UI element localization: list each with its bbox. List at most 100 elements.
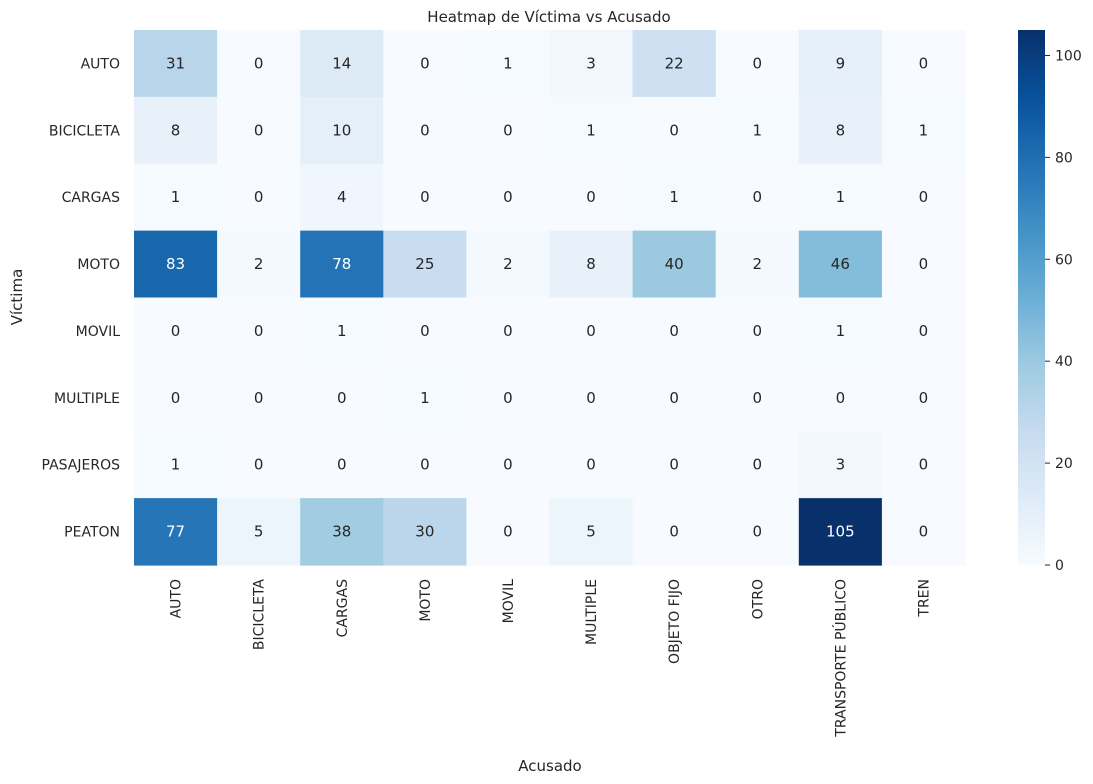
heatmap-cell — [383, 498, 467, 566]
heatmap-cell — [217, 163, 301, 232]
cell-value-label: 0 — [586, 188, 596, 206]
cell-value-label: 0 — [752, 389, 762, 407]
cell-value-label: 0 — [503, 523, 513, 541]
heatmap-cell — [134, 30, 218, 98]
cell-value-label: 0 — [254, 188, 264, 206]
heatmap-cell — [549, 498, 634, 566]
colorbar-tick-label: 40 — [1055, 354, 1073, 370]
heatmap-cell — [466, 498, 551, 566]
cell-value-label: 4 — [337, 188, 347, 206]
colorbar-tick-label: 0 — [1055, 558, 1064, 574]
heatmap-cell — [134, 163, 218, 232]
x-tick-label: CARGAS — [335, 579, 351, 638]
heatmap-cell — [300, 230, 384, 299]
heatmap-cell — [881, 431, 966, 499]
cell-value-label: 0 — [752, 456, 762, 474]
x-tick-label: MOVIL — [501, 579, 517, 624]
heatmap-cell — [134, 364, 218, 432]
heatmap-cell — [134, 431, 218, 499]
heatmap-cell — [715, 431, 800, 499]
cell-value-label: 0 — [254, 54, 264, 72]
cell-value-label: 0 — [586, 389, 596, 407]
cell-value-label: 0 — [420, 322, 430, 340]
cell-value-label: 0 — [420, 54, 430, 72]
cell-value-label: 0 — [919, 255, 929, 273]
cell-value-label: 3 — [586, 54, 596, 72]
heatmap-cell — [134, 96, 218, 165]
cell-value-label: 1 — [836, 188, 846, 206]
cell-value-label: 0 — [919, 389, 929, 407]
cell-value-label: 0 — [254, 121, 264, 139]
heatmap-cell — [715, 96, 800, 165]
y-tick-label: PEATON — [64, 525, 120, 541]
cell-value-label: 77 — [166, 523, 185, 541]
cell-value-label: 25 — [415, 255, 434, 273]
heatmap-cell — [383, 30, 467, 98]
heatmap-cell — [881, 364, 966, 432]
cell-value-label: 0 — [836, 389, 846, 407]
heatmap-cell — [798, 30, 883, 98]
chart-title: Heatmap de Víctima vs Acusado — [427, 8, 670, 26]
cell-value-label: 78 — [332, 255, 351, 273]
cell-value-label: 5 — [586, 523, 596, 541]
cell-value-label: 22 — [665, 54, 684, 72]
cell-value-label: 1 — [420, 389, 430, 407]
heatmap-cell — [549, 30, 634, 98]
cell-value-label: 0 — [919, 188, 929, 206]
heatmap-cell — [217, 498, 301, 566]
heatmap-cell — [134, 297, 218, 365]
colorbar-tick-label: 100 — [1055, 48, 1082, 64]
heatmap-cell — [217, 30, 301, 98]
cell-value-label: 0 — [669, 523, 679, 541]
heatmap-cell — [383, 431, 467, 499]
y-tick-label: BICICLETA — [49, 123, 121, 139]
cell-value-label: 1 — [171, 188, 181, 206]
heatmap-cell — [466, 30, 551, 98]
cell-value-label: 0 — [420, 456, 430, 474]
heatmap-cell — [881, 498, 966, 566]
heatmap-cell — [715, 30, 800, 98]
heatmap-cell — [632, 163, 717, 232]
x-tick-label: AUTO — [169, 579, 185, 618]
heatmap-cell — [466, 297, 551, 365]
cell-value-label: 0 — [503, 121, 513, 139]
cell-value-label: 105 — [826, 523, 855, 541]
y-axis-label: Víctima — [8, 269, 26, 326]
x-tick-label: BICICLETA — [252, 579, 268, 651]
heatmap-cell — [466, 431, 551, 499]
cell-value-label: 0 — [752, 54, 762, 72]
x-tick-label: MULTIPLE — [584, 579, 600, 645]
heatmap-cell — [798, 230, 883, 299]
y-tick-label: MULTIPLE — [54, 391, 120, 407]
cell-value-label: 10 — [332, 121, 351, 139]
heatmap-cell — [881, 297, 966, 365]
cell-value-label: 0 — [420, 121, 430, 139]
cell-value-label: 0 — [420, 188, 430, 206]
heatmap-cell — [300, 30, 384, 98]
cell-value-label: 0 — [254, 322, 264, 340]
heatmap-cell — [798, 431, 883, 499]
heatmap-cell — [300, 96, 384, 165]
heatmap-cell — [549, 230, 634, 299]
heatmap-cell — [300, 297, 384, 365]
heatmap-cell — [798, 163, 883, 232]
cell-value-label: 38 — [332, 523, 351, 541]
cell-value-label: 0 — [669, 121, 679, 139]
heatmap-cell — [549, 364, 634, 432]
cell-value-label: 0 — [503, 389, 513, 407]
cell-value-label: 3 — [836, 456, 846, 474]
heatmap-cell — [881, 230, 966, 299]
heatmap-cell — [632, 297, 717, 365]
heatmap-cell — [383, 163, 467, 232]
cell-value-label: 1 — [337, 322, 347, 340]
cell-value-label: 0 — [669, 322, 679, 340]
cell-value-label: 46 — [831, 255, 850, 273]
heatmap-cell — [466, 230, 551, 299]
colorbar-tick-label: 60 — [1055, 252, 1073, 268]
heatmap-cell — [549, 163, 634, 232]
heatmap-cell — [798, 96, 883, 165]
cell-value-label: 0 — [586, 456, 596, 474]
cell-value-label: 1 — [503, 54, 513, 72]
heatmap-cell — [715, 364, 800, 432]
y-tick-labels: AUTO BICICLETA CARGAS MOTO MOVIL MULTIPLE PASA… — [42, 56, 121, 540]
